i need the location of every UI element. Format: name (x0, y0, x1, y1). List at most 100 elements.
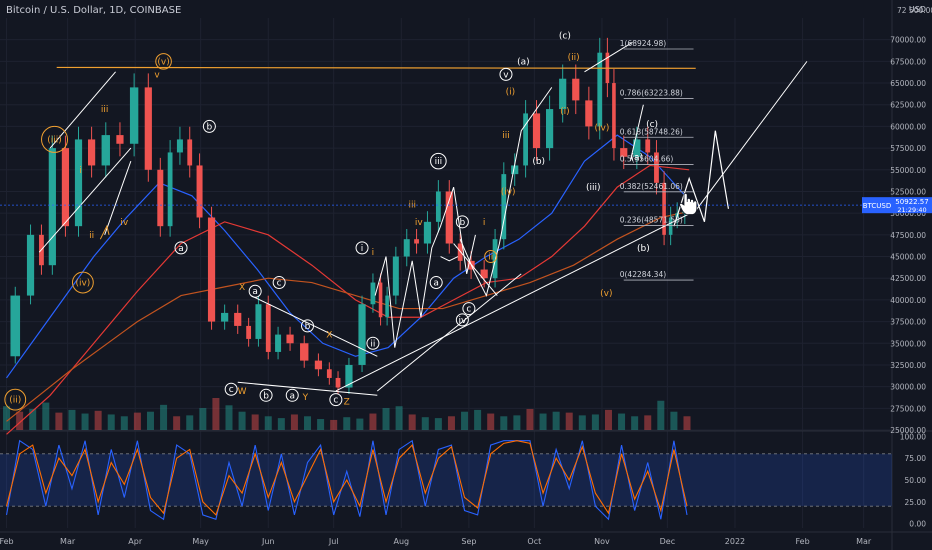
volume-bar (186, 415, 194, 430)
candle-body (176, 139, 183, 153)
wave-label: (iii) (586, 183, 601, 193)
volume-bar (461, 411, 469, 430)
candle-body (423, 221, 432, 244)
candle-body (286, 334, 294, 344)
time-tick-label: Dec (660, 537, 675, 546)
candle-body (48, 148, 56, 266)
wave-label: (iv) (75, 279, 90, 289)
candle-body (668, 217, 673, 235)
wave-label-circle (285, 388, 299, 402)
wave-label: (b) (637, 244, 650, 254)
volume-bar (447, 416, 455, 430)
volume-bar (618, 413, 626, 430)
volume-bar (513, 415, 521, 430)
wave-label: b (263, 391, 269, 401)
wave-line (440, 256, 459, 262)
candle-body (300, 343, 309, 361)
time-tick-label: Jul (328, 537, 339, 546)
wave-label: (i) (506, 88, 516, 98)
stoch-tick-label: 75.00 (905, 454, 927, 463)
candle-body (523, 113, 529, 166)
price-tick-label: 40000.00 (890, 296, 926, 305)
candle-body (88, 139, 96, 166)
wave-label: (ii) (568, 53, 580, 63)
fib-level-label: 0.5(55604.66) (620, 155, 674, 164)
wave-label-circle (355, 241, 369, 255)
price-tick-label: 52500.00 (890, 187, 926, 196)
stoch-line-D (6, 440, 688, 516)
candle-body (445, 191, 453, 244)
volume-bar (500, 416, 508, 430)
volume-bar (68, 409, 76, 430)
candle-body (345, 364, 353, 388)
wave-label-circle (248, 284, 262, 298)
wave-label: v (154, 70, 160, 80)
candle-body (370, 282, 376, 305)
candle-body (414, 239, 419, 244)
wave-label: (v) (157, 57, 169, 67)
volume-bar (356, 418, 364, 430)
volume-bar (683, 416, 691, 430)
candle-body (335, 377, 341, 388)
wave-label: i (372, 248, 375, 258)
price-badge-value: 50922.57 (895, 198, 928, 206)
fib-level-label: 1(68924.98) (620, 39, 666, 48)
wave-label: c (466, 305, 471, 315)
volume-bar (160, 404, 168, 430)
wave-label: a (178, 244, 184, 254)
price-tick-label: 47500.00 (890, 231, 926, 240)
price-tick-label: 70000.00 (890, 36, 926, 45)
hand-cursor-icon (679, 193, 698, 215)
wave-label: Y (302, 393, 309, 403)
stoch-tick-label: 100.00 (900, 432, 926, 441)
wave-line (374, 186, 476, 348)
wave-label: (iv) (595, 123, 610, 133)
price-tick-label: 67500.00 (890, 57, 926, 66)
volume-bar (434, 418, 442, 430)
volume-bar (369, 413, 377, 430)
candle-body (654, 152, 659, 183)
volume-bar (81, 413, 89, 430)
volume-bar (487, 413, 495, 430)
volume-bar (317, 419, 325, 430)
volume-bar (591, 414, 599, 430)
ma-line-1 (6, 134, 690, 379)
candle-body (101, 135, 110, 166)
volume-bar (212, 398, 220, 430)
time-tick-label: Mar (60, 537, 76, 546)
wave-label-circle (155, 53, 172, 70)
price-tick-label: 50000.00 (890, 209, 926, 218)
wave-line (629, 104, 644, 162)
candle-body (492, 239, 498, 279)
volume-bar (264, 416, 272, 430)
candle-body (74, 139, 83, 227)
volume-bar (16, 411, 24, 430)
wave-label: b (207, 122, 213, 132)
candle-body (645, 139, 651, 153)
wave-label: i (79, 166, 82, 176)
stoch-tick-label: 25.00 (905, 498, 927, 507)
wave-label: iv (458, 316, 467, 326)
price-tick-label: 45000.00 (890, 253, 926, 262)
volume-bar (120, 416, 128, 430)
time-tick-label: 2022 (725, 537, 745, 546)
wave-label: iii (502, 131, 510, 141)
volume-bar (631, 416, 639, 430)
candle-body (392, 256, 399, 296)
price-tick-label: 60000.00 (890, 122, 926, 131)
wave-label: a (289, 391, 295, 401)
wave-label-circle (499, 67, 513, 81)
wave-label: ii (370, 339, 375, 349)
price-tick-label: 42500.00 (890, 274, 926, 283)
wave-label: W (238, 387, 247, 397)
wave-label-circle (366, 336, 380, 350)
candle-body (633, 139, 641, 157)
time-tick-label: Oct (527, 537, 541, 546)
wave-line (584, 41, 633, 73)
candle-body (559, 78, 567, 110)
candle-body (511, 165, 519, 175)
volume-bar (604, 409, 612, 430)
stochastic-rsi-pane (0, 439, 892, 521)
